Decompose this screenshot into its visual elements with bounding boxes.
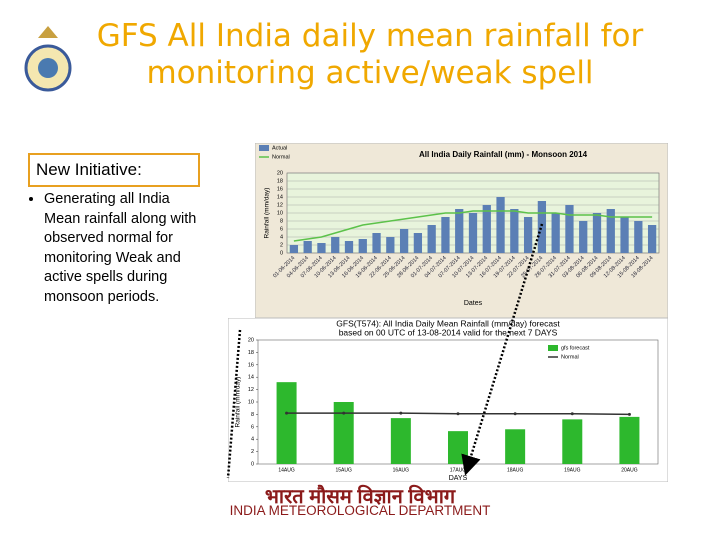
y-tick-label: 20 bbox=[277, 170, 283, 176]
bar bbox=[317, 243, 326, 253]
x-tick-label: 20AUG bbox=[621, 467, 638, 473]
y-tick-label: 4 bbox=[280, 234, 283, 240]
x-tick-label: 14AUG bbox=[278, 467, 295, 473]
y-tick-label: 4 bbox=[251, 437, 254, 443]
bar bbox=[289, 245, 299, 253]
chart: GFS(T574): All India Daily Mean Rainfall… bbox=[228, 318, 668, 482]
bar bbox=[606, 209, 615, 253]
y-tick-label: 0 bbox=[280, 250, 283, 256]
bar bbox=[634, 221, 643, 253]
bullet-list: Generating all India Mean rainfall along… bbox=[28, 190, 209, 307]
y-tick-label: 10 bbox=[277, 210, 283, 216]
y-tick-label: 0 bbox=[251, 461, 254, 467]
x-tick-label: 15AUG bbox=[336, 467, 353, 473]
y-tick-label: 8 bbox=[251, 412, 254, 418]
bar bbox=[565, 205, 574, 253]
bar bbox=[448, 431, 468, 464]
legend-label: Normal bbox=[561, 354, 579, 360]
y-tick-label: 12 bbox=[248, 387, 254, 393]
bar bbox=[386, 237, 395, 253]
bar bbox=[427, 225, 436, 253]
y-tick-label: 14 bbox=[248, 375, 254, 381]
bar bbox=[579, 221, 588, 253]
y-axis-label: Rainfall (mm/day) bbox=[264, 188, 271, 239]
bar bbox=[537, 201, 547, 253]
bar bbox=[620, 217, 629, 253]
bar bbox=[276, 382, 297, 464]
bar bbox=[372, 233, 381, 253]
y-tick-label: 20 bbox=[248, 337, 254, 343]
legend-swatch bbox=[259, 145, 269, 151]
bar bbox=[331, 237, 340, 253]
bar bbox=[592, 213, 602, 253]
line bbox=[286, 412, 630, 416]
y-tick-label: 8 bbox=[280, 218, 283, 224]
x-axis-label: DAYS bbox=[449, 475, 468, 482]
legend-label: Normal bbox=[272, 154, 290, 160]
y-tick-label: 2 bbox=[251, 449, 254, 455]
footer-english: INDIA METEOROLOGICAL DEPARTMENT bbox=[229, 503, 491, 518]
bar bbox=[390, 418, 411, 464]
y-tick-label: 6 bbox=[251, 424, 254, 430]
bar bbox=[619, 416, 640, 464]
logo bbox=[24, 26, 72, 92]
y-tick-label: 2 bbox=[280, 242, 283, 248]
bar bbox=[505, 429, 526, 464]
y-tick-label: 16 bbox=[248, 362, 254, 368]
section-heading: New Initiative: bbox=[28, 153, 200, 187]
bar bbox=[551, 213, 560, 253]
chart: All India Daily Rainfall (mm) - Monsoon … bbox=[255, 143, 668, 318]
x-axis-label: Dates bbox=[464, 300, 483, 307]
y-tick-label: 18 bbox=[277, 178, 283, 184]
legend-label: Actual bbox=[272, 145, 287, 151]
y-tick-label: 12 bbox=[277, 202, 283, 208]
bar bbox=[455, 209, 464, 253]
bar bbox=[482, 205, 491, 253]
bar bbox=[333, 402, 354, 464]
legend-swatch bbox=[548, 345, 558, 351]
legend-label: gfs forecast bbox=[561, 345, 590, 351]
bar bbox=[399, 229, 409, 253]
x-tick-label: 18AUG bbox=[507, 467, 524, 473]
bar bbox=[468, 213, 478, 253]
chart-title: All India Daily Rainfall (mm) - Monsoon … bbox=[419, 150, 588, 159]
slide-title: GFS All India daily mean rainfall for mo… bbox=[96, 18, 644, 91]
y-tick-label: 18 bbox=[248, 350, 254, 356]
y-tick-label: 10 bbox=[248, 399, 254, 405]
bar bbox=[344, 241, 354, 253]
bullet: Generating all India Mean rainfall along… bbox=[44, 190, 209, 307]
bar bbox=[523, 217, 533, 253]
bar bbox=[496, 197, 505, 253]
bar bbox=[647, 225, 657, 253]
y-tick-label: 16 bbox=[277, 186, 283, 192]
x-tick-label: 17AUG bbox=[450, 467, 467, 473]
x-tick-label: 19AUG bbox=[564, 467, 581, 473]
chart-subtitle: based on 00 UTC of 13-08-2014 valid for … bbox=[339, 327, 558, 337]
y-tick-label: 6 bbox=[280, 226, 283, 232]
y-axis-label: Rainfall (mm/day) bbox=[235, 377, 242, 428]
bar bbox=[562, 419, 583, 464]
footer-hindi: भारत मौसम विज्ञान विभाग bbox=[264, 486, 456, 508]
bar bbox=[358, 239, 367, 253]
bar bbox=[441, 217, 450, 253]
y-tick-label: 14 bbox=[277, 194, 283, 200]
bar bbox=[303, 241, 312, 253]
chart-title: GFS(T574): All India Daily Mean Rainfall… bbox=[336, 318, 560, 328]
line bbox=[293, 210, 653, 242]
bar bbox=[413, 233, 423, 253]
bar bbox=[510, 209, 519, 253]
x-tick-label: 16AUG bbox=[393, 467, 410, 473]
